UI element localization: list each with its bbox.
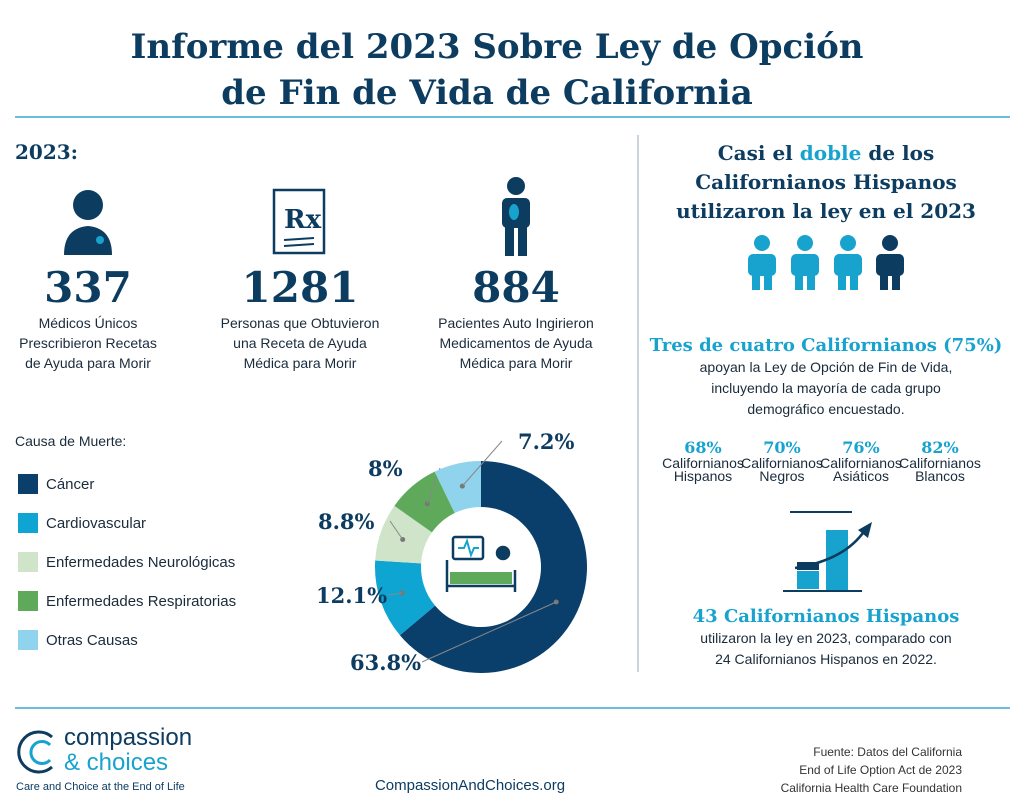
legend-label: Cáncer bbox=[46, 476, 94, 493]
stat-label: Personas que Obtuvieron bbox=[221, 315, 380, 331]
support-text: incluyendo la mayoría de cada grupo bbox=[711, 380, 941, 396]
doctor-icon bbox=[64, 190, 112, 255]
group-label: Blancos bbox=[915, 468, 965, 484]
heading-text: de los bbox=[868, 141, 934, 165]
legend-label: Otras Causas bbox=[46, 632, 138, 649]
logo-text: & choices bbox=[64, 749, 168, 776]
donut-segment bbox=[399, 461, 588, 673]
support-heading: Tres de cuatro Californianos (75%) bbox=[650, 335, 1003, 356]
group-value: 82% bbox=[921, 438, 958, 457]
stat-number: 1281 bbox=[242, 263, 359, 312]
source: Fuente: Datos del California bbox=[813, 745, 962, 759]
value-label: 12.1% bbox=[316, 583, 387, 608]
hispanic-text: 24 Californianos Hispanos en 2022. bbox=[715, 651, 937, 667]
legend-title: Causa de Muerte: bbox=[15, 433, 126, 449]
value-label: 7.2% bbox=[518, 429, 575, 454]
logo-text: compassion bbox=[64, 724, 192, 751]
title-line: de Fin de Vida de California bbox=[221, 73, 752, 113]
bed-icon bbox=[445, 535, 517, 592]
group-value: 76% bbox=[842, 438, 879, 457]
stat-label: Médica para Morir bbox=[244, 355, 357, 371]
heading-text: Casi el bbox=[718, 141, 793, 165]
support-text: apoyan la Ley de Opción de Fin de Vida, bbox=[700, 359, 953, 375]
stat-label: de Ayuda para Morir bbox=[25, 355, 151, 371]
leader-line bbox=[387, 592, 403, 596]
group-value: 70% bbox=[763, 438, 800, 457]
legend-swatch bbox=[18, 630, 38, 650]
people-icons bbox=[748, 235, 904, 290]
growth-icon bbox=[783, 511, 872, 592]
legend-label: Cardiovascular bbox=[46, 515, 146, 532]
legend-swatch bbox=[18, 513, 38, 533]
url: CompassionAndChoices.org bbox=[375, 777, 565, 794]
stat-number: 884 bbox=[472, 263, 560, 312]
group-label: Negros bbox=[759, 468, 804, 484]
group-value: 68% bbox=[684, 438, 721, 457]
group-label: Hispanos bbox=[674, 468, 732, 484]
group: 68% Californianos Hispanos bbox=[662, 438, 744, 484]
heading-line: utilizaron la ley en el 2023 bbox=[676, 199, 976, 223]
hispanic-text: utilizaron la ley en 2023, comparado con bbox=[700, 630, 951, 646]
stat: 1281 Personas que Obtuvieron una Receta … bbox=[221, 263, 380, 371]
stat: 337 Médicos Únicos Prescribieron Recetas… bbox=[19, 263, 157, 371]
donut-segment bbox=[375, 560, 436, 636]
legend-label: Enfermedades Respiratorias bbox=[46, 593, 236, 610]
group-label: Californianos bbox=[820, 455, 902, 471]
value-label: 8% bbox=[368, 456, 403, 481]
patient-icon bbox=[502, 177, 530, 256]
donut-chart: Cáncer Cardiovascular Enfermedades Neuroló… bbox=[18, 429, 588, 675]
leader-line bbox=[461, 440, 503, 487]
stat-label: una Receta de Ayuda bbox=[233, 335, 367, 351]
group-label: Asiáticos bbox=[833, 468, 889, 484]
stat-number: 337 bbox=[44, 263, 132, 312]
group: 82% Californianos Blancos bbox=[899, 438, 981, 484]
group: 70% Californianos Negros bbox=[741, 438, 823, 484]
legend-swatch bbox=[18, 552, 38, 572]
legend-swatch bbox=[18, 474, 38, 494]
group-label: Californianos bbox=[899, 455, 981, 471]
year-label: 2023: bbox=[15, 140, 78, 164]
leader-line bbox=[421, 601, 557, 663]
heading-line: Californianos Hispanos bbox=[695, 170, 957, 194]
stat-label: Pacientes Auto Ingirieron bbox=[438, 315, 594, 331]
group-label: Californianos bbox=[662, 455, 744, 471]
donut-segment bbox=[375, 505, 432, 564]
group: 76% Californianos Asiáticos bbox=[820, 438, 902, 484]
value-label: 8.8% bbox=[318, 509, 375, 534]
donut-segment bbox=[434, 461, 481, 514]
donut-segment bbox=[394, 471, 455, 533]
stat-label: Médicos Únicos bbox=[39, 315, 138, 331]
title-line: Informe del 2023 Sobre Ley de Opción bbox=[130, 27, 863, 67]
tagline: Care and Choice at the End of Life bbox=[16, 781, 185, 793]
heading-line: Casi el doble de los bbox=[718, 141, 934, 165]
svg-text:Rx: Rx bbox=[284, 205, 322, 235]
group-label: Californianos bbox=[741, 455, 823, 471]
logo-mark bbox=[17, 730, 53, 774]
source: California Health Care Foundation bbox=[781, 781, 962, 795]
heading-highlight: doble bbox=[800, 141, 862, 165]
support-text: demográfico encuestado. bbox=[747, 401, 904, 417]
hispanic-heading: 43 Californianos Hispanos bbox=[693, 606, 960, 627]
stat-label: Prescribieron Recetas bbox=[19, 335, 157, 351]
stat-label: Médica para Morir bbox=[460, 355, 573, 371]
prescription-icon: Rx bbox=[272, 188, 326, 255]
value-label: 63.8% bbox=[350, 650, 421, 675]
stat: 884 Pacientes Auto Ingirieron Medicament… bbox=[438, 263, 594, 371]
source: End of Life Option Act de 2023 bbox=[799, 763, 962, 777]
leader-line bbox=[389, 520, 404, 540]
stat-label: Medicamentos de Ayuda bbox=[439, 335, 592, 351]
legend-label: Enfermedades Neurológicas bbox=[46, 554, 235, 571]
legend-swatch bbox=[18, 591, 38, 611]
